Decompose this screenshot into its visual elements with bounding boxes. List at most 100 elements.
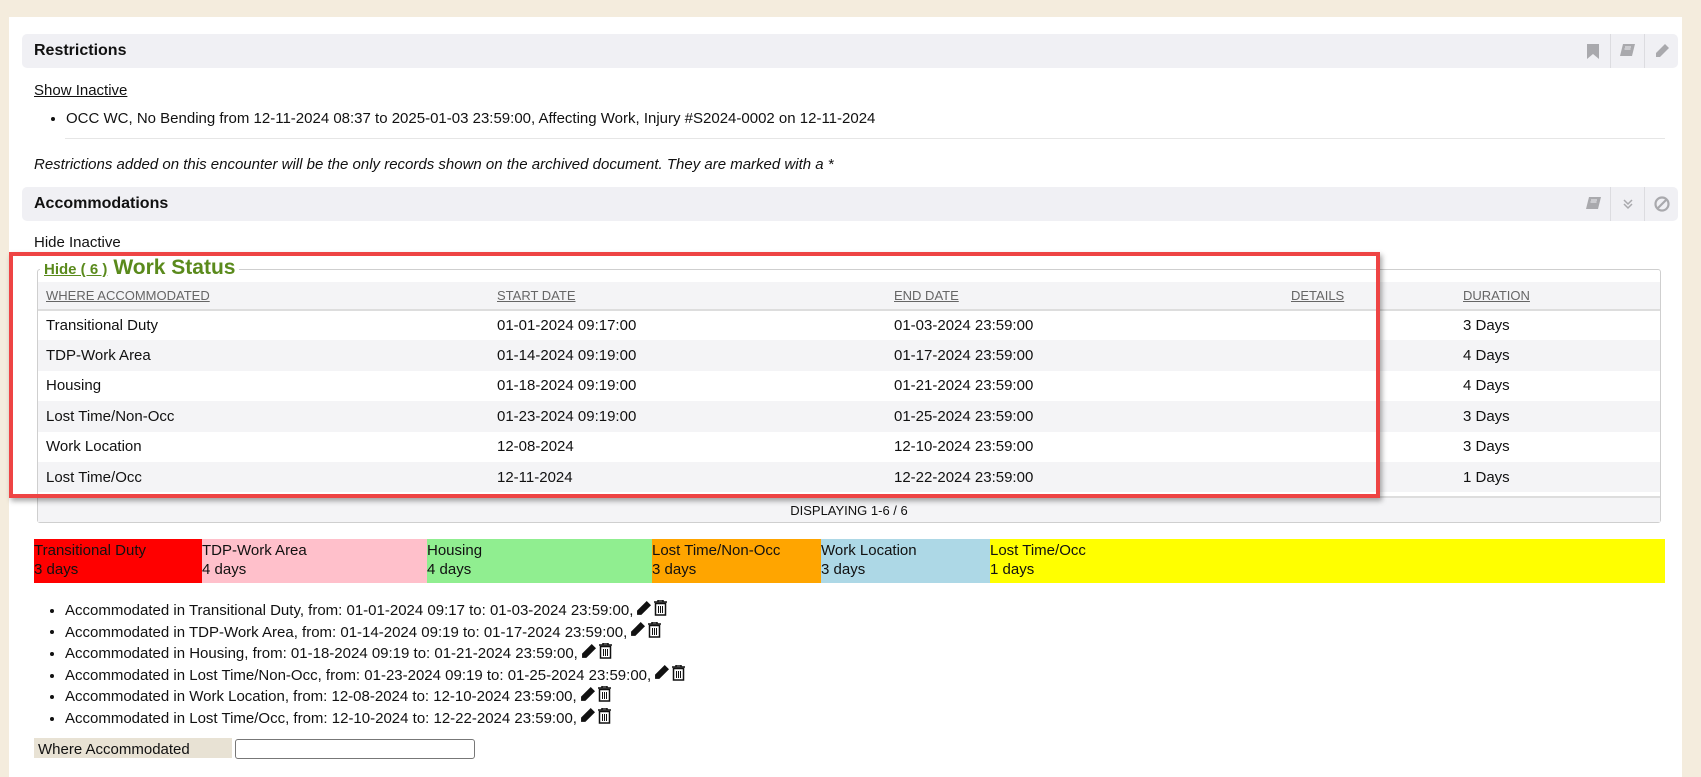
cell-where: Housing [46, 377, 102, 395]
segment-label: TDP-Work Area [202, 542, 307, 559]
cell-details [1291, 461, 1463, 493]
pencil-icon[interactable] [581, 643, 596, 665]
accommodation-item: Accommodated in Lost Time/Non-Occ, from:… [65, 664, 686, 687]
accommodation-item: Accommodated in TDP-Work Area, from: 01-… [65, 620, 685, 644]
accommodations-title: Accommodations [34, 195, 169, 212]
accommodation-item: Accommodated in Housing, from: 01-18-202… [65, 642, 685, 665]
cell-details [1291, 340, 1463, 371]
where-accommodated-select[interactable] [235, 739, 475, 759]
trash-icon[interactable] [597, 707, 611, 730]
col-end-date[interactable]: END DATE [894, 282, 1291, 311]
accommodation-text: Accommodated in TDP-Work Area, from: 01-… [65, 623, 628, 641]
segment-days: 3 days [34, 561, 79, 578]
pencil-icon[interactable] [636, 600, 652, 622]
cell-where: Lost Time/Occ [38, 461, 497, 493]
hide-inactive-link[interactable]: Hide Inactive [34, 234, 121, 251]
trash-icon[interactable] [597, 685, 611, 708]
segment-label: Work Location [821, 542, 917, 559]
accommodation-item: Accommodated in Work Location, from: 12-… [65, 685, 685, 708]
cell-start: 01-23-2024 09:19:00 [497, 401, 894, 432]
table-row[interactable]: Transitional Duty 01-01-2024 09:17:00 01-0… [38, 310, 1660, 340]
restriction-item: OCC WC, No Bending from 12-11-2024 08:37… [66, 110, 875, 127]
cell-details [1291, 401, 1463, 432]
cell-end: 01-03-2024 23:59:00 [894, 317, 1034, 335]
show-inactive-link[interactable]: Show Inactive [34, 82, 128, 99]
col-where-accommodated[interactable]: WHERE ACCOMMODATED [38, 282, 497, 311]
book-icon[interactable] [1610, 34, 1644, 68]
accommodation-text: Accommodated in Transitional Duty, from:… [65, 601, 634, 619]
segment-label: Lost Time/Non-Occ [652, 542, 781, 559]
trash-icon[interactable] [648, 620, 662, 644]
ban-icon[interactable] [1644, 187, 1678, 221]
table-pagination: DISPLAYING 1-6 / 6 [38, 496, 1660, 522]
restrictions-list: OCC WC, No Bending from 12-11-2024 08:37… [52, 110, 875, 127]
timeline-segment: Lost Time/Non-Occ 3 days [652, 539, 821, 583]
trash-icon[interactable] [672, 664, 686, 687]
where-accommodated-label: Where Accommodated [34, 738, 232, 758]
cell-duration: 1 Days [1463, 461, 1660, 493]
book-icon[interactable] [1576, 187, 1610, 221]
cell-duration: 3 Days [1463, 317, 1510, 335]
segment-label: Lost Time/Occ [990, 542, 1086, 559]
segment-label: Housing [427, 542, 483, 559]
timeline-segment: Transitional Duty 3 days [34, 539, 202, 583]
cell-where: Transitional Duty [46, 317, 158, 335]
accommodation-item: Accommodated in Lost Time/Occ, from: 12-… [65, 707, 685, 730]
divider [65, 138, 1665, 139]
cell-end: 01-25-2024 23:59:00 [894, 401, 1291, 432]
cell-where: Work Location [46, 438, 142, 456]
timeline-bar: Transitional Duty 3 days TDP-Work Area 4 da… [34, 539, 1665, 583]
table-row[interactable]: Housing 01-18-2024 09:19:00 01-21-2024 23:… [38, 371, 1660, 401]
table-row[interactable]: Lost Time/Occ 12-11-2024 12-22-2024 23:59:… [38, 461, 1660, 493]
restrictions-header: Restrictions [22, 34, 1678, 68]
segment-label: Transitional Duty [34, 542, 146, 559]
pencil-icon[interactable] [580, 686, 595, 708]
segment-days: 4 days [202, 561, 247, 578]
pencil-icon[interactable] [580, 708, 595, 729]
trash-icon[interactable] [654, 599, 668, 622]
timeline-segment: Lost Time/Occ 1 days [990, 539, 1665, 583]
accommodation-list: Accommodated in Transitional Duty, from:… [48, 599, 686, 730]
col-duration[interactable]: DURATION [1463, 282, 1660, 311]
double-chevron-down-icon[interactable] [1610, 187, 1644, 221]
cell-end: 01-21-2024 23:59:00 [894, 377, 1034, 395]
pencil-icon[interactable] [630, 622, 646, 643]
accommodations-header: Accommodations [22, 187, 1678, 221]
segment-days: 3 days [652, 561, 697, 578]
cell-duration: 4 Days [1463, 340, 1660, 371]
pencil-icon[interactable] [654, 665, 670, 686]
col-start-date[interactable]: START DATE [497, 282, 894, 311]
pencil-icon[interactable] [1644, 34, 1678, 68]
restrictions-note: Restrictions added on this encounter wil… [34, 156, 834, 173]
col-details[interactable]: DETAILS [1291, 282, 1463, 311]
timeline-segment: Housing 4 days [427, 539, 652, 583]
accommodation-text: Accommodated in Housing, from: 01-18-202… [65, 644, 578, 662]
work-status-legend: Hide ( 6 ) Work Status [40, 256, 240, 280]
table-row[interactable]: TDP-Work Area 01-14-2024 09:19:00 01-17-20… [38, 340, 1660, 371]
bookmark-icon[interactable] [1576, 34, 1610, 68]
cell-start: 12-08-2024 [497, 438, 574, 456]
segment-days: 4 days [427, 561, 472, 578]
table-row[interactable]: Work Location 12-08-2024 12-10-2024 23:59:… [38, 432, 1660, 462]
cell-duration: 3 Days [1463, 401, 1660, 432]
accommodation-text: Accommodated in Work Location, from: 12-… [65, 688, 577, 706]
cell-end: 01-17-2024 23:59:00 [894, 340, 1291, 371]
cell-details [1291, 371, 1463, 401]
accommodation-item: Accommodated in Transitional Duty, from:… [65, 599, 685, 622]
cell-end: 12-10-2024 23:59:00 [894, 438, 1034, 456]
table-row[interactable]: Lost Time/Non-Occ 01-23-2024 09:19:00 01-2… [38, 401, 1660, 432]
timeline-segment: Work Location 3 days [821, 539, 990, 583]
cell-start: 01-14-2024 09:19:00 [497, 340, 894, 371]
cell-duration: 4 Days [1463, 377, 1510, 395]
cell-duration: 3 Days [1463, 438, 1510, 456]
cell-where: TDP-Work Area [38, 340, 497, 371]
cell-end: 12-22-2024 23:59:00 [894, 461, 1291, 493]
hide-work-status-link[interactable]: Hide ( 6 ) [44, 261, 108, 278]
cell-details [1291, 310, 1463, 340]
accommodation-text: Accommodated in Lost Time/Non-Occ, from:… [65, 666, 652, 684]
work-status-title: Work Status [113, 256, 236, 279]
timeline-segment: TDP-Work Area 4 days [202, 539, 427, 583]
cell-details [1291, 432, 1463, 462]
restrictions-title: Restrictions [34, 42, 127, 59]
trash-icon[interactable] [598, 642, 612, 665]
